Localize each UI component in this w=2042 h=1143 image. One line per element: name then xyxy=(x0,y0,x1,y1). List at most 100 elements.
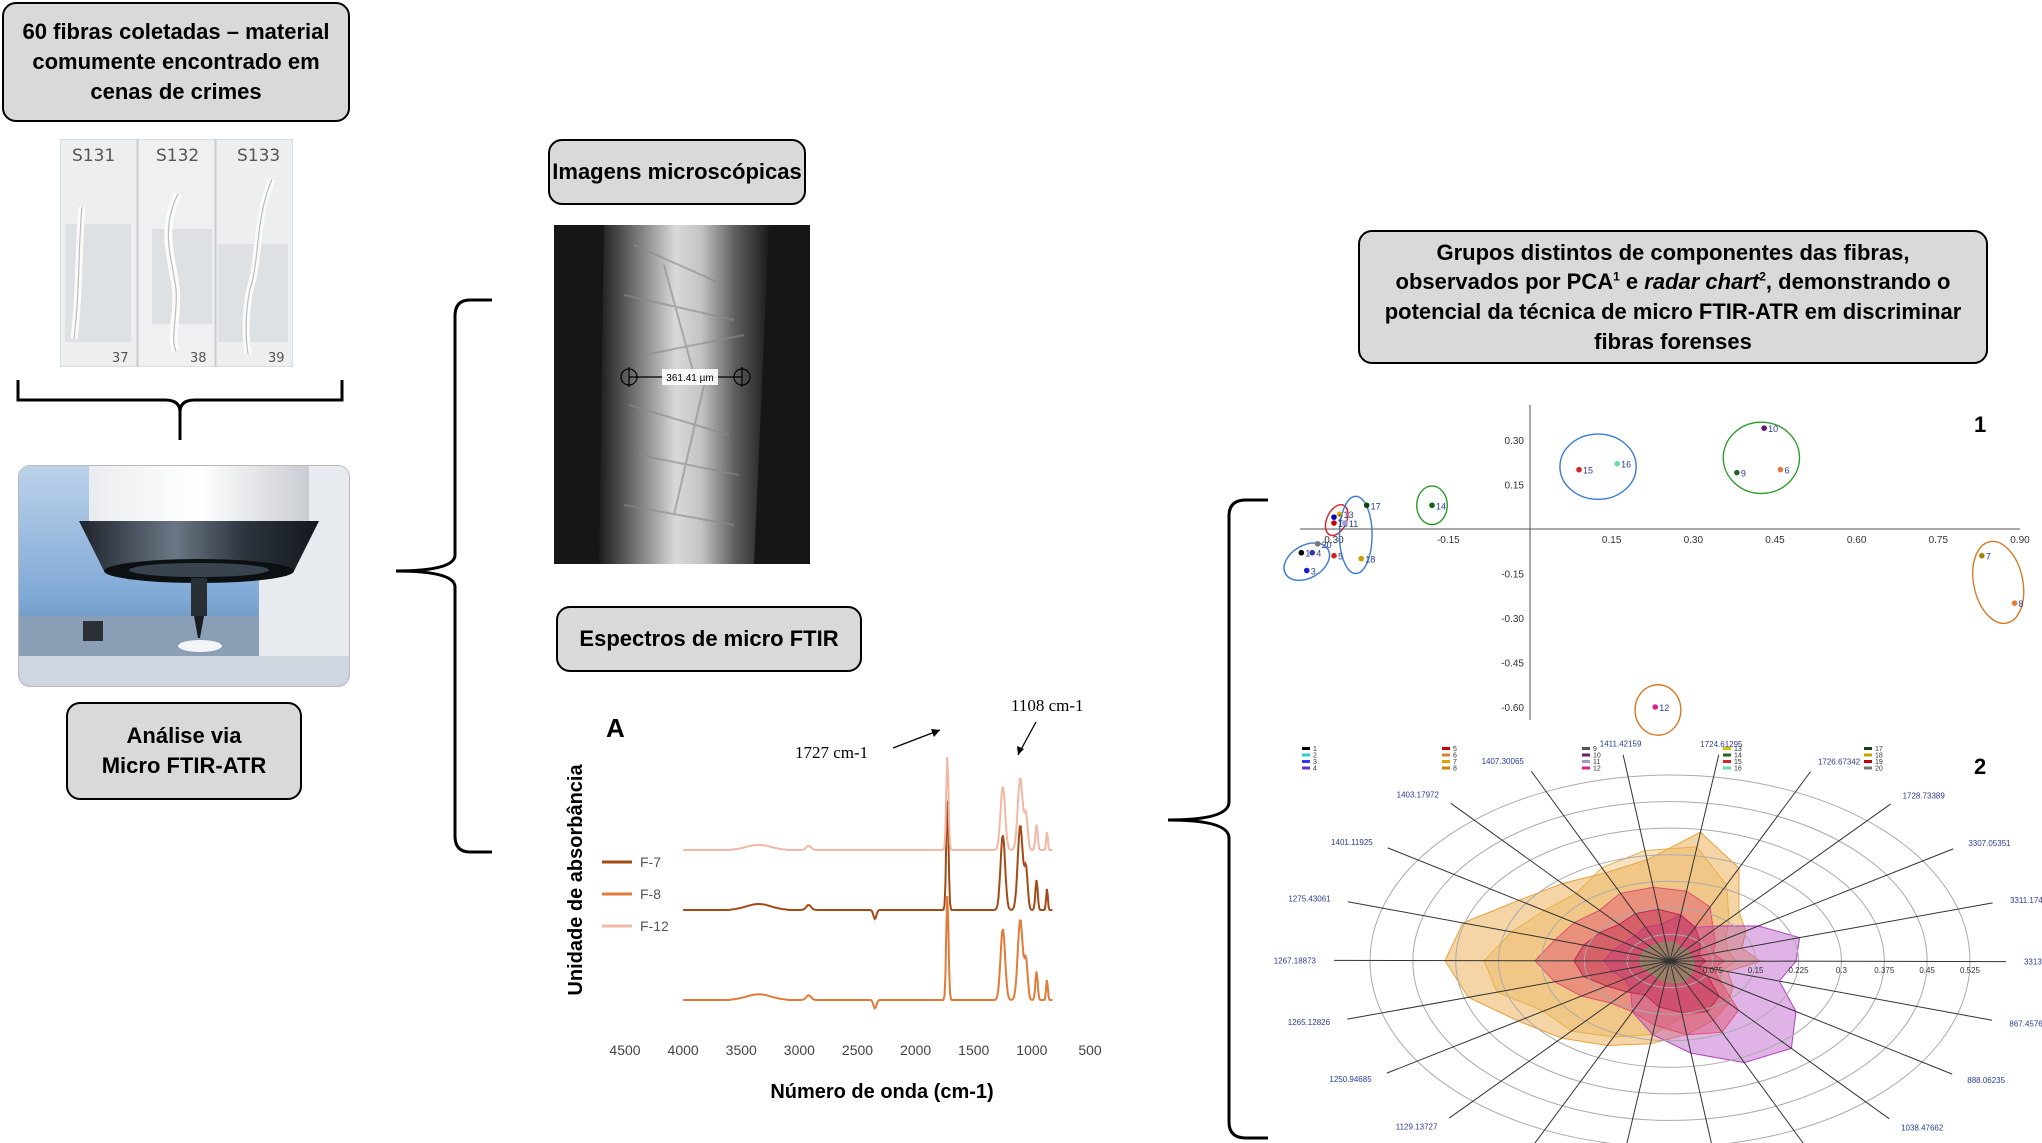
pca-point-12 xyxy=(1652,704,1659,710)
radar-ring-label: 0.075 xyxy=(1703,966,1724,975)
radar-legend-label: 11 xyxy=(1593,759,1600,766)
pca-group-ellipse xyxy=(1972,540,2025,625)
pca-y-tick: 0.15 xyxy=(1505,481,1525,492)
annotation-1727-arrow xyxy=(892,729,941,749)
radar-legend-swatch xyxy=(1442,760,1450,763)
pca-point-8 xyxy=(2011,600,2018,606)
pca-point-label: 2 xyxy=(1338,513,1343,523)
radar-axis-label: 3307.05351 xyxy=(1968,839,2011,848)
spectra-annotations: 1727 cm-1 1108 cm-1 xyxy=(795,696,1084,762)
radar-legend-swatch xyxy=(1864,760,1872,763)
radar-ring-label: 0.15 xyxy=(1748,966,1764,975)
radar-legend-label: 4 xyxy=(1313,766,1317,773)
radar-axis-label: 1728.73389 xyxy=(1903,792,1946,801)
pca-point-19 xyxy=(1331,520,1337,526)
radar-axis-label: 888.06235 xyxy=(1967,1076,2005,1085)
radar-spoke xyxy=(1534,960,1671,1143)
radar-legend-swatch xyxy=(1442,753,1450,757)
radar-legend-label: 13 xyxy=(1734,746,1742,753)
annotation-1727: 1727 cm-1 xyxy=(795,743,868,762)
radar-spoke xyxy=(1622,754,1671,962)
radar-spoke xyxy=(1669,902,1993,962)
pca-point-11 xyxy=(1342,520,1348,526)
pca-group-ellipse xyxy=(1283,542,1331,582)
spectra-legend-label: F-7 xyxy=(640,854,661,870)
radar-legend-label: 12 xyxy=(1593,766,1601,773)
radar-legend-swatch xyxy=(1723,753,1731,757)
spectra-line-F-7 xyxy=(683,800,1053,921)
micro-scale-label: 361.41 µm xyxy=(666,373,713,384)
pca-x-tick: -0.15 xyxy=(1437,535,1460,546)
radar-legend-label: 9 xyxy=(1593,746,1597,753)
pca-y-tick: -0.30 xyxy=(1501,614,1524,625)
pca-x-tick: 0.75 xyxy=(1929,535,1949,546)
pca-group-ellipse xyxy=(1634,684,1682,736)
radar-axis-label: 1038.47662 xyxy=(1901,1123,1944,1132)
pca-panel-label: 1 xyxy=(1974,412,1986,437)
radar-axis-label: 1724.61295 xyxy=(1700,740,1743,749)
radar-legend-swatch xyxy=(1864,753,1872,757)
radar-axis-label: 1265.12826 xyxy=(1288,1018,1331,1027)
radar-grid: 0.075 0.15 0.225 0.3 0.375 0.45 0.525 xyxy=(1334,754,2006,1143)
radar-legend-swatch xyxy=(1442,747,1450,750)
radar-legend-label: 1 xyxy=(1313,746,1317,753)
radar-spoke xyxy=(1450,802,1671,962)
spectra-line-F-8 xyxy=(683,895,1053,1010)
slide-number-2: 38 xyxy=(190,351,207,366)
pca-point-10 xyxy=(1761,425,1767,431)
slide-label-1: S131 xyxy=(72,146,115,166)
radar-ring-label: 0.3 xyxy=(1836,966,1848,975)
pca-group-ellipse xyxy=(1722,421,1801,495)
radar-spoke xyxy=(1669,960,2006,963)
spectra-x-label: Número de onda (cm-1) xyxy=(770,1081,993,1103)
radar-legend-swatch xyxy=(1302,766,1310,770)
radar-legend-label: 7 xyxy=(1453,759,1457,766)
radar-ring-label: 0.525 xyxy=(1960,966,1981,975)
radar-spoke xyxy=(1448,960,1671,1119)
radar-legend-swatch xyxy=(1582,753,1590,757)
radar-legend-label: 8 xyxy=(1453,766,1457,773)
radar-ring-label: 0.225 xyxy=(1789,966,1810,975)
pca-group-ellipse xyxy=(1559,433,1637,501)
radar-legend-label: 15 xyxy=(1734,759,1742,766)
pca-point-label: 8 xyxy=(2019,599,2024,609)
pca-point-label: 20 xyxy=(1322,540,1332,550)
spectra-x-tick: 500 xyxy=(1078,1042,1102,1058)
slide-label-2: S132 xyxy=(156,146,199,166)
radar-legend-swatch xyxy=(1302,747,1310,750)
fiber-slides-photo: S131 S132 S133 37 38 39 xyxy=(60,139,293,367)
radar-legend-swatch xyxy=(1582,760,1590,763)
pca-point-6 xyxy=(1777,466,1784,473)
box-ftir-spectra: Espectros de micro FTIR xyxy=(556,606,862,672)
pca-x-tick: 0.60 xyxy=(1847,535,1867,546)
radar-legend-swatch xyxy=(1864,747,1872,750)
spectra-x-tick: 1000 xyxy=(1016,1042,1047,1058)
pca-points: 1345201319112171814151610967812 xyxy=(1298,424,2024,713)
pca-point-3 xyxy=(1303,567,1310,574)
pca-point-14 xyxy=(1429,502,1435,509)
pca-point-16 xyxy=(1614,460,1620,467)
radar-spoke xyxy=(1669,960,1890,1120)
pca-x-tick: 0.30 xyxy=(1684,535,1704,546)
spectra-x-ticks: 4500 4000 3500 3000 2500 2000 1500 1000 500 xyxy=(609,1042,1101,1058)
box-analysis: Análise via Micro FTIR-ATR xyxy=(66,702,302,800)
spectra-y-label: Unidade de absorbância xyxy=(565,764,587,996)
spectra-x-tick: 1500 xyxy=(958,1042,989,1058)
pca-point-label: 6 xyxy=(1784,466,1789,476)
micro-drawing: 361.41 µm xyxy=(554,225,810,564)
radar-legend-swatch xyxy=(1723,766,1731,770)
radar-spoke xyxy=(1669,960,1804,1143)
radar-axis-label: 1401.11925 xyxy=(1331,838,1373,847)
spectra-x-tick: 4000 xyxy=(668,1042,699,1058)
pca-x-tick: 0.90 xyxy=(2010,535,2030,546)
radar-legend-label: 19 xyxy=(1875,759,1883,766)
slide-number-1: 37 xyxy=(112,351,129,366)
radar-legend-label: 6 xyxy=(1453,753,1457,760)
radar-spoke xyxy=(1669,754,1720,962)
radar-spoke xyxy=(1334,959,1671,962)
radar-legend-swatch xyxy=(1864,766,1872,770)
pca-point-label: 14 xyxy=(1436,501,1446,511)
pca-point-7 xyxy=(1979,552,1985,559)
